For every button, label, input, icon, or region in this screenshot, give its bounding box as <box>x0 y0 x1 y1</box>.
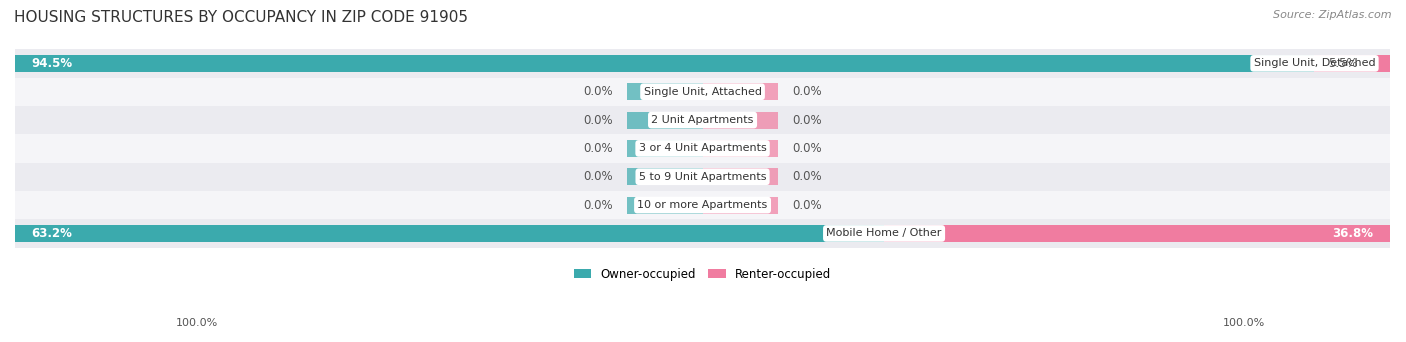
Text: 100.0%: 100.0% <box>176 318 218 328</box>
Text: 5 to 9 Unit Apartments: 5 to 9 Unit Apartments <box>638 172 766 182</box>
Bar <box>627 197 703 214</box>
Bar <box>15 225 884 242</box>
Text: 36.8%: 36.8% <box>1333 227 1374 240</box>
Text: 0.0%: 0.0% <box>583 199 613 212</box>
Bar <box>627 83 703 100</box>
Bar <box>1315 55 1391 72</box>
Bar <box>15 191 1391 219</box>
Text: 0.0%: 0.0% <box>583 142 613 155</box>
Bar <box>15 49 1391 78</box>
Bar <box>703 111 778 129</box>
Bar <box>15 106 1391 134</box>
Bar <box>703 83 778 100</box>
Text: 0.0%: 0.0% <box>792 142 821 155</box>
Text: 63.2%: 63.2% <box>31 227 72 240</box>
Text: Single Unit, Attached: Single Unit, Attached <box>644 87 762 97</box>
Text: 5.5%: 5.5% <box>1329 57 1358 70</box>
Text: 0.0%: 0.0% <box>583 170 613 183</box>
Text: Mobile Home / Other: Mobile Home / Other <box>827 228 942 238</box>
Text: 0.0%: 0.0% <box>792 85 821 98</box>
Text: 94.5%: 94.5% <box>31 57 73 70</box>
Bar <box>627 140 703 157</box>
Text: 0.0%: 0.0% <box>792 114 821 127</box>
Bar <box>15 219 1391 248</box>
Text: HOUSING STRUCTURES BY OCCUPANCY IN ZIP CODE 91905: HOUSING STRUCTURES BY OCCUPANCY IN ZIP C… <box>14 10 468 25</box>
Legend: Owner-occupied, Renter-occupied: Owner-occupied, Renter-occupied <box>569 263 837 285</box>
Bar <box>703 168 778 185</box>
Bar <box>15 162 1391 191</box>
Text: 100.0%: 100.0% <box>1223 318 1265 328</box>
Text: 0.0%: 0.0% <box>583 114 613 127</box>
Bar <box>884 225 1391 242</box>
Bar <box>15 55 1315 72</box>
Bar <box>627 111 703 129</box>
Bar <box>703 140 778 157</box>
Bar <box>15 78 1391 106</box>
Text: 3 or 4 Unit Apartments: 3 or 4 Unit Apartments <box>638 143 766 154</box>
Bar <box>15 134 1391 162</box>
Text: 2 Unit Apartments: 2 Unit Apartments <box>651 115 754 125</box>
Bar <box>627 168 703 185</box>
Text: 0.0%: 0.0% <box>792 199 821 212</box>
Text: Source: ZipAtlas.com: Source: ZipAtlas.com <box>1274 10 1392 20</box>
Text: 0.0%: 0.0% <box>583 85 613 98</box>
Text: 10 or more Apartments: 10 or more Apartments <box>637 200 768 210</box>
Text: Single Unit, Detached: Single Unit, Detached <box>1254 58 1375 68</box>
Text: 0.0%: 0.0% <box>792 170 821 183</box>
Bar <box>703 197 778 214</box>
